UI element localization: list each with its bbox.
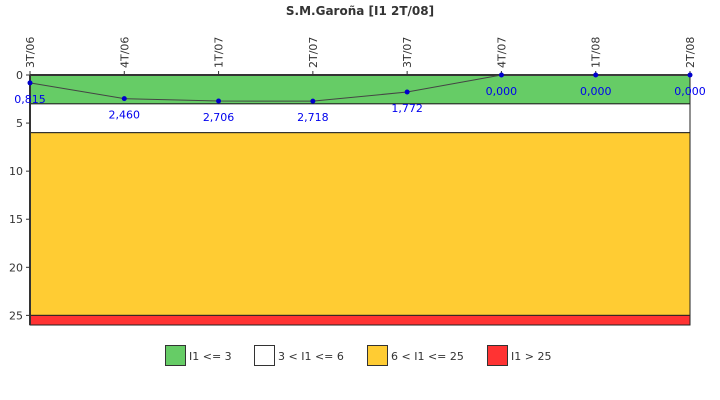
legend-label: I1 <= 3 xyxy=(189,350,232,363)
data-point xyxy=(27,80,33,86)
data-label: 0,000 xyxy=(580,85,612,98)
data-point xyxy=(498,72,504,78)
x-tick-label: 3T/06 xyxy=(24,37,37,68)
data-label: 2,706 xyxy=(203,111,235,124)
y-tick-label: 10 xyxy=(9,165,23,178)
data-label: 2,718 xyxy=(297,111,329,124)
data-point xyxy=(404,89,410,95)
legend-swatch xyxy=(367,345,388,366)
y-tick-label: 20 xyxy=(9,261,23,274)
data-label: 1,772 xyxy=(391,102,423,115)
legend-label: 3 < I1 <= 6 xyxy=(278,350,344,363)
x-tick-label: 4T/07 xyxy=(495,37,508,68)
x-tick-label: 2T/07 xyxy=(307,37,320,68)
legend-swatch xyxy=(165,345,186,366)
data-label: 2,460 xyxy=(109,109,141,122)
y-tick-label: 5 xyxy=(16,117,23,130)
y-tick-label: 25 xyxy=(9,309,23,322)
data-label: 0,000 xyxy=(486,85,518,98)
data-point xyxy=(121,96,127,102)
y-tick-label: 0 xyxy=(16,69,23,82)
data-point xyxy=(593,72,599,78)
data-point xyxy=(310,98,316,104)
series-line xyxy=(29,74,690,102)
data-point xyxy=(687,72,693,78)
legend-swatch xyxy=(254,345,275,366)
legend-label: 6 < I1 <= 25 xyxy=(391,350,464,363)
data-point xyxy=(216,98,222,104)
band-2 xyxy=(29,132,691,316)
data-label: 0,815 xyxy=(14,93,46,106)
band-3 xyxy=(29,314,691,326)
x-tick-label: 1T/07 xyxy=(213,37,226,68)
data-label: 0,000 xyxy=(674,85,706,98)
x-tick-label: 3T/07 xyxy=(401,37,414,68)
x-tick-label: 1T/08 xyxy=(590,37,603,68)
legend-label: I1 > 25 xyxy=(511,350,551,363)
x-tick-label: 4T/06 xyxy=(118,37,131,68)
legend-swatch xyxy=(487,345,508,366)
chart-title: S.M.Garoña [I1 2T/08] xyxy=(286,4,434,18)
band-1 xyxy=(29,103,691,134)
y-tick-label: 15 xyxy=(9,213,23,226)
x-tick-label: 2T/08 xyxy=(684,37,697,68)
